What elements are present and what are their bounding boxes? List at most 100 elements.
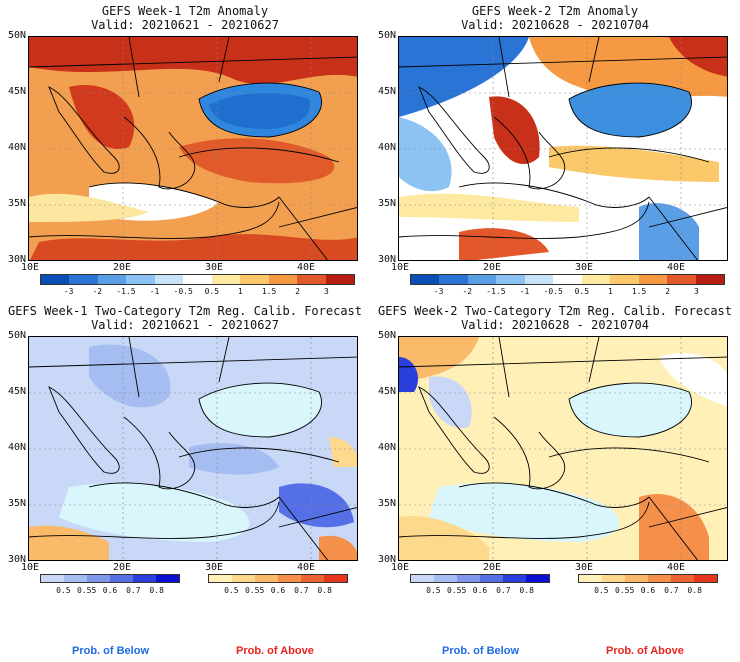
lon-label: 20E <box>482 562 502 573</box>
colorbar-swatch <box>87 575 110 582</box>
colorbar-swatch <box>183 275 212 284</box>
colorbar-tick-label: 0.5 <box>224 586 239 595</box>
colorbar-swatch <box>667 275 696 284</box>
colorbar-swatch <box>496 275 525 284</box>
colorbar-swatch <box>41 275 70 284</box>
colorbar-tick-label: 0.8 <box>317 586 332 595</box>
prob-below-label: Prob. of Below <box>442 645 519 657</box>
colorbar-tick-label: 2 <box>295 287 301 296</box>
colorbar-tick-label: 3 <box>323 287 329 296</box>
colorbar-swatch <box>638 275 668 284</box>
colorbar-swatch <box>154 275 184 284</box>
colorbar-swatch <box>579 575 602 582</box>
colorbar-swatch <box>64 575 87 582</box>
colorbar-swatch <box>411 275 440 284</box>
colorbar-tick-label: 0.8 <box>149 586 164 595</box>
colorbar-tick-label: -3 <box>433 287 444 296</box>
colorbar-tick-label: -2 <box>462 287 473 296</box>
lat-label: 50N <box>7 30 26 41</box>
panel-valid-dates: Valid: 20210621 - 20210627 <box>91 18 279 32</box>
lon-label: 30E <box>574 562 594 573</box>
panel-valid-dates: Valid: 20210628 - 20210704 <box>461 318 649 332</box>
colorbar-tick-label: 1 <box>238 287 243 296</box>
lat-label: 35N <box>377 198 396 209</box>
colorbar-swatch <box>602 575 625 582</box>
panel-title: GEFS Week-1 Two-Category T2m Reg. Calib.… <box>7 304 362 318</box>
map-canvas <box>29 37 357 260</box>
prob-below-colorbar <box>40 574 180 583</box>
lon-label: 40E <box>666 562 686 573</box>
colorbar-swatch <box>240 275 269 284</box>
panel-week1-anomaly: GEFS Week-1 T2m Anomaly Valid: 20210621 … <box>0 0 370 300</box>
panel-title: GEFS Week-2 T2m Anomaly <box>471 4 639 18</box>
colorbar-tick-label: 1 <box>608 287 613 296</box>
colorbar-tick-label: -1.5 <box>486 287 506 296</box>
colorbar-tick-label: 1.5 <box>261 287 277 296</box>
colorbar-swatch <box>480 575 503 582</box>
colorbar-tick-label: -0.5 <box>173 287 193 296</box>
prob-above-label: Prob. of Above <box>606 645 684 657</box>
lat-label: 30N <box>377 554 396 565</box>
prob-above-colorbar <box>208 574 348 583</box>
colorbar-swatch <box>439 275 468 284</box>
colorbar-tick-label: 0.7 <box>126 586 141 595</box>
colorbar-tick-label: -0.5 <box>543 287 563 296</box>
colorbar-tick-label: 0.6 <box>102 586 118 595</box>
colorbar-tick-label: 0.55 <box>245 586 265 595</box>
anomaly-map-week1 <box>28 36 358 261</box>
lon-label: 20E <box>112 562 132 573</box>
anomaly-map-week2 <box>398 36 728 261</box>
panel-valid-dates: Valid: 20210621 - 20210627 <box>91 318 279 332</box>
colorbar-swatch <box>581 275 611 284</box>
colorbar-tick-label: 0.6 <box>270 586 286 595</box>
map-canvas <box>399 37 727 260</box>
panel-week1-probability: GEFS Week-1 Two-Category T2m Reg. Calib.… <box>0 300 370 600</box>
panel-week2-probability: GEFS Week-2 Two-Category T2m Reg. Calib.… <box>370 300 740 600</box>
lon-label: 40E <box>296 262 316 273</box>
colorbar-tick-label: -2 <box>92 287 103 296</box>
colorbar-swatch <box>467 275 497 284</box>
lat-label: 45N <box>377 386 396 397</box>
lat-label: 40N <box>377 142 396 153</box>
panel-week2-anomaly: GEFS Week-2 T2m Anomaly Valid: 20210628 … <box>370 0 740 300</box>
map-canvas <box>29 337 357 560</box>
colorbar-tick-label: 0.6 <box>472 586 488 595</box>
lat-label: 30N <box>7 554 26 565</box>
colorbar-swatch <box>110 575 133 582</box>
panel-title: GEFS Week-2 Two-Category T2m Reg. Calib.… <box>377 304 732 318</box>
lat-label: 40N <box>377 442 396 453</box>
colorbar-tick-label: 0.55 <box>615 586 635 595</box>
colorbar-swatch <box>232 575 255 582</box>
probability-map-week2 <box>398 336 728 561</box>
prob-below-label: Prob. of Below <box>72 645 149 657</box>
colorbar-tick-label: -3 <box>63 287 74 296</box>
colorbar-tick-label: -1.5 <box>116 287 136 296</box>
colorbar-swatch <box>503 575 526 582</box>
colorbar-tick-label: 0.7 <box>496 586 511 595</box>
colorbar-tick-label: 0.7 <box>664 586 679 595</box>
lat-label: 30N <box>7 254 26 265</box>
colorbar-tick-label: 0.5 <box>204 287 220 296</box>
colorbar-tick-label: 0.5 <box>56 586 71 595</box>
colorbar-swatch <box>301 575 324 582</box>
colorbar-tick-label: 3 <box>693 287 699 296</box>
colorbar-tick-label: 0.5 <box>594 586 609 595</box>
lon-label: 30E <box>574 262 594 273</box>
colorbar-swatch <box>209 575 232 582</box>
colorbar-tick-label: 0.6 <box>640 586 656 595</box>
colorbar-swatch <box>526 575 549 582</box>
map-canvas <box>399 337 727 560</box>
colorbar-tick-label: 0.7 <box>294 586 309 595</box>
colorbar-tick-label: 1.5 <box>631 287 647 296</box>
lat-label: 35N <box>377 498 396 509</box>
lon-label: 10E <box>20 562 40 573</box>
lon-label: 10E <box>20 262 40 273</box>
colorbar-swatch <box>648 575 671 582</box>
anomaly-colorbar <box>40 274 355 285</box>
lat-label: 35N <box>7 498 26 509</box>
lon-label: 20E <box>482 262 502 273</box>
colorbar-swatch <box>297 275 326 284</box>
colorbar-swatch <box>694 575 717 582</box>
colorbar-swatch <box>278 575 301 582</box>
colorbar-swatch <box>133 575 156 582</box>
